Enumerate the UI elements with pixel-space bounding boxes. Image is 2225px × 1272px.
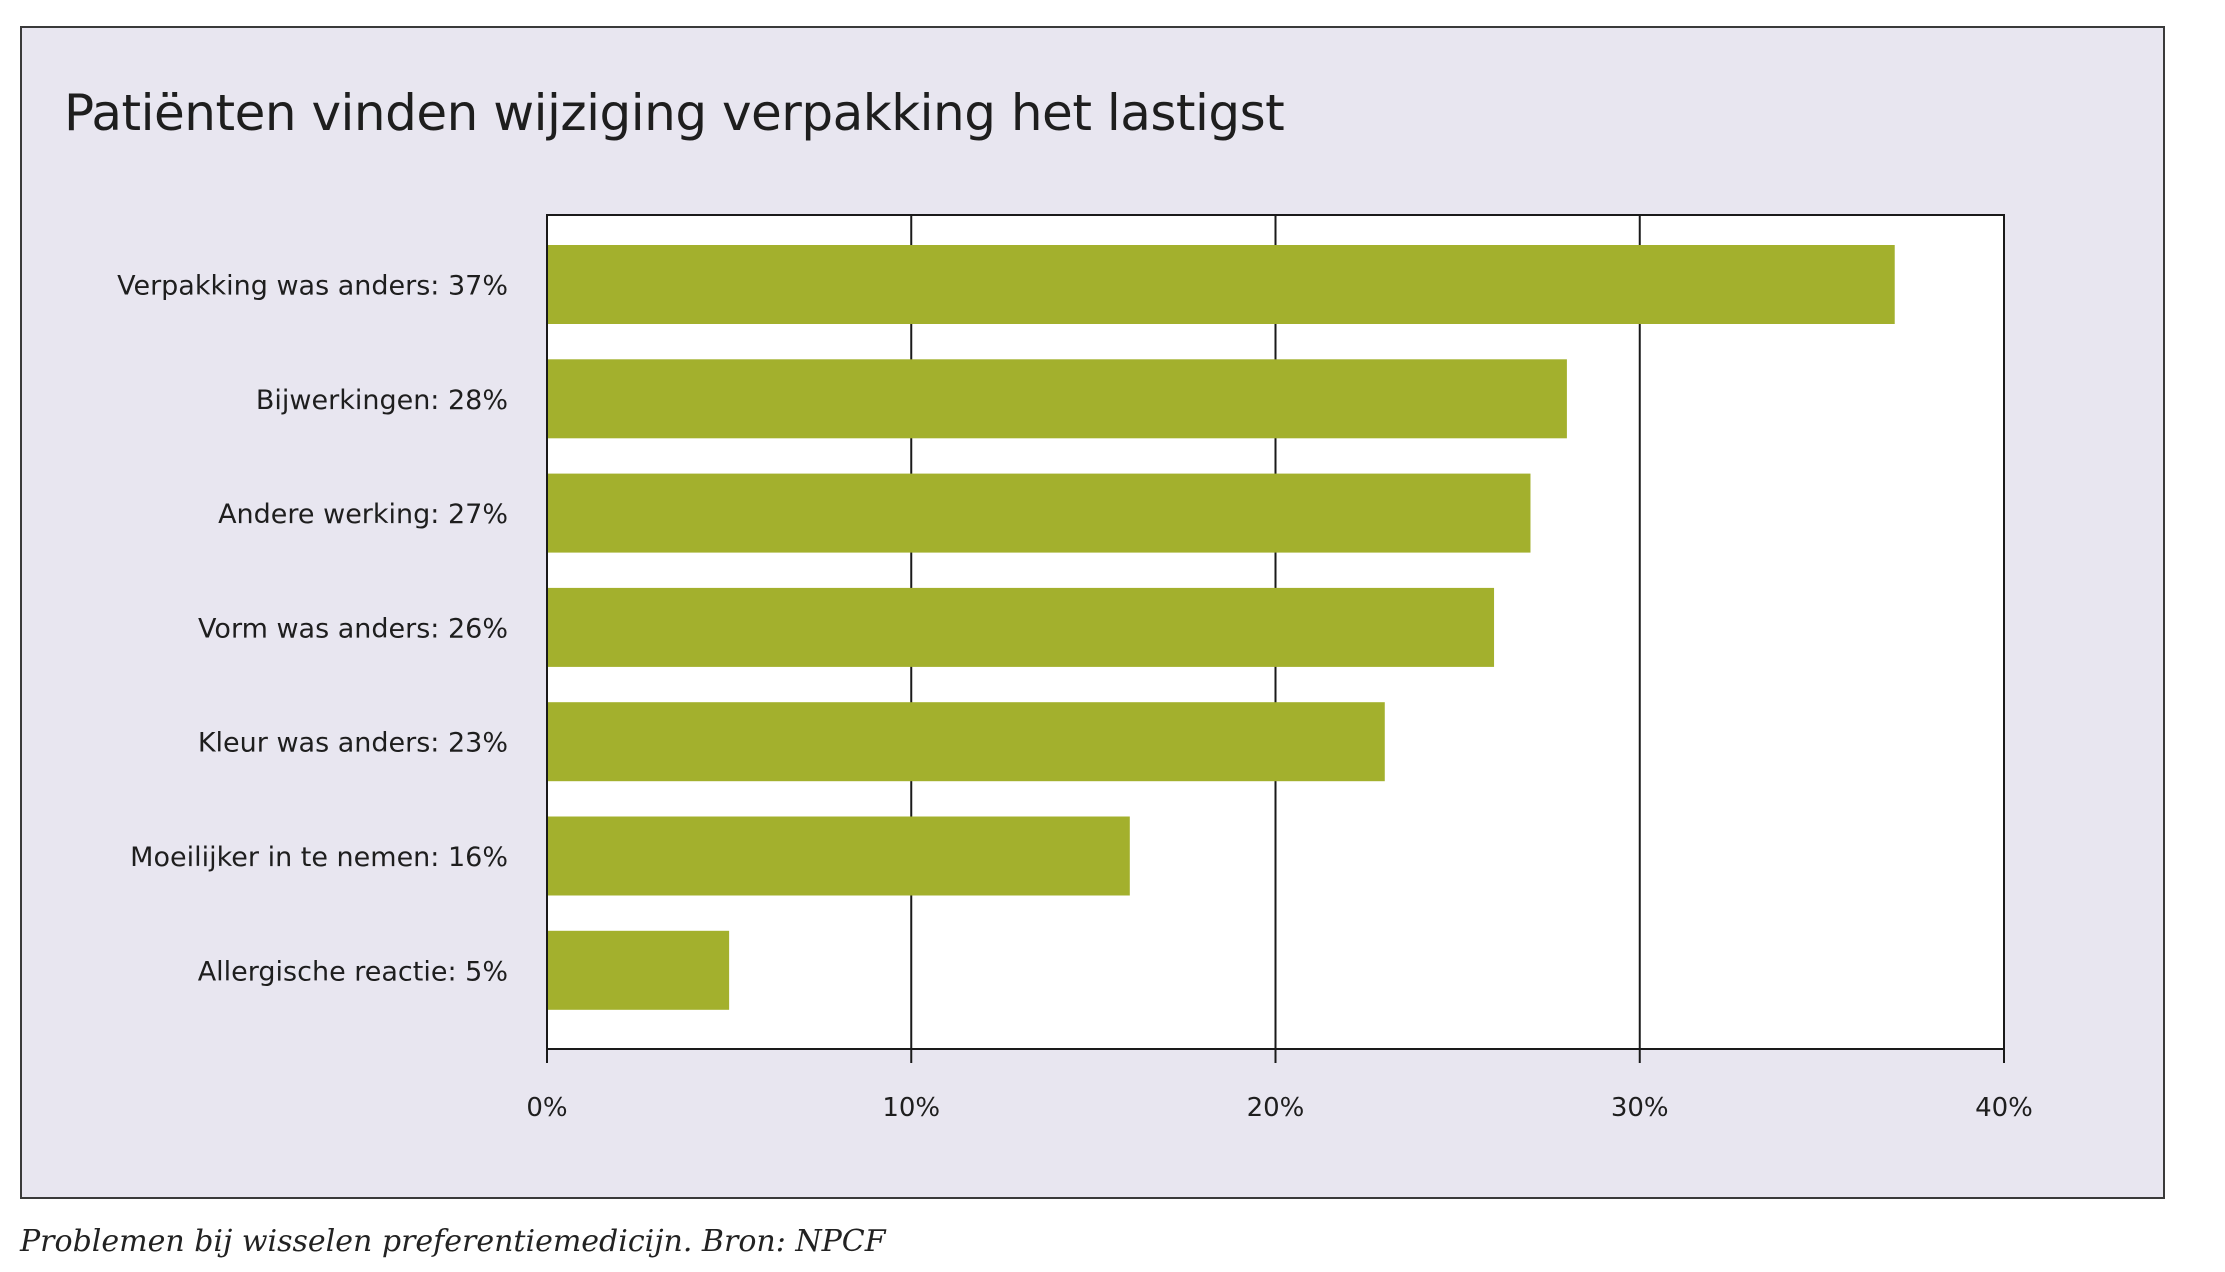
category-label-3: Vorm was anders: 26% (198, 613, 508, 644)
bar-0 (547, 245, 1895, 324)
bar-5 (547, 816, 1130, 896)
x-tick-label-2: 20% (1247, 1093, 1305, 1123)
bar-3 (547, 587, 1495, 667)
source-caption: Problemen bij wisselen preferentiemedici… (20, 1224, 886, 1259)
x-tick-label-1: 10% (882, 1093, 940, 1123)
category-label-6: Allergische reactie: 5% (198, 956, 508, 987)
bar-2 (547, 473, 1531, 553)
category-label-0: Verpakking was anders: 37% (117, 271, 508, 302)
category-label-1: Bijwerkingen: 28% (256, 385, 508, 416)
x-tick-label-0: 0% (526, 1093, 567, 1123)
bar-1 (547, 359, 1567, 439)
x-tick-label-4: 40% (1975, 1093, 2033, 1123)
plot-area: 0% 10% 20% 30% 40% Verpakking was anders: 37%… (117, 214, 2033, 1123)
bar-4 (547, 702, 1385, 782)
category-label-4: Kleur was anders: 23% (198, 728, 508, 759)
category-label-2: Andere werking: 27% (218, 499, 508, 530)
x-tick-label-3: 30% (1611, 1093, 1669, 1123)
chart-title: Patiënten vinden wijziging verpakking he… (64, 84, 1285, 142)
bar-6 (547, 930, 730, 1010)
category-label-5: Moeilijker in te nemen: 16% (130, 842, 508, 873)
